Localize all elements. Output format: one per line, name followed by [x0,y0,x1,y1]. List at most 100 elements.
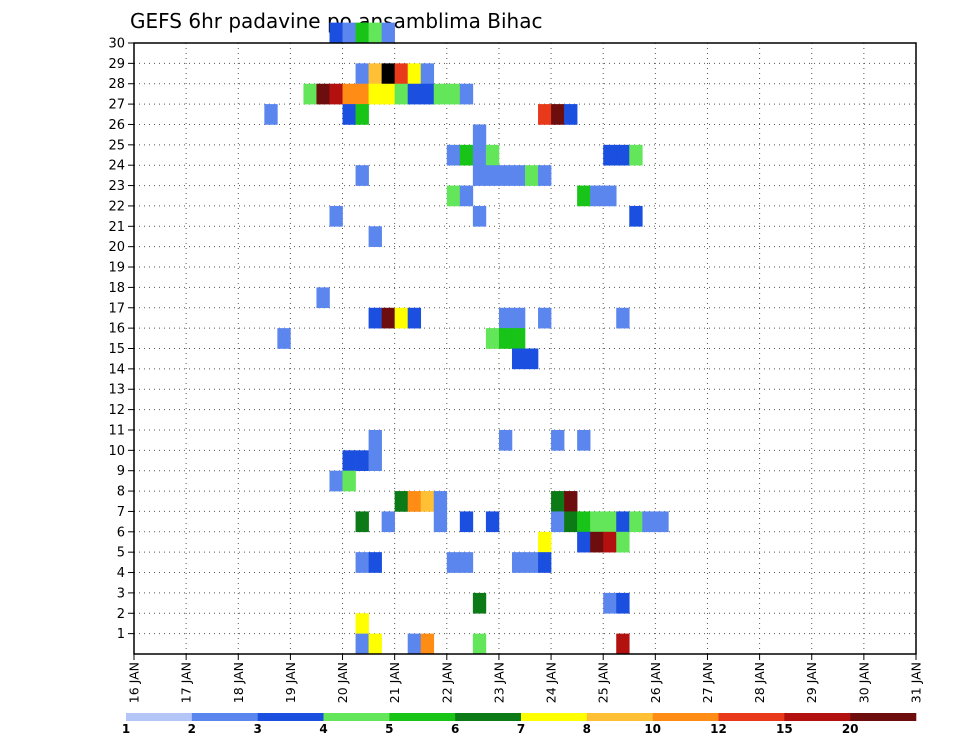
x-tick-label: 16 JAN [127,662,142,703]
y-tick-label: 10 [108,444,125,459]
y-tick-label: 30 [108,37,125,52]
colorbar-segment [126,713,193,721]
colorbar-label: 1 [122,722,130,736]
y-tick-label: 7 [117,505,125,520]
y-tick-label: 23 [108,179,125,194]
heatmap-cell [459,83,474,105]
heatmap-cell [446,83,461,105]
heatmap-cell [277,328,291,349]
y-tick-label: 9 [117,464,125,479]
x-tick-label: 28 JAN [752,662,767,703]
colorbar-label: 3 [253,722,261,736]
heatmap-cell [498,307,513,329]
heatmap-cell [329,83,343,105]
heatmap-cell [355,22,369,44]
colorbar-label: 10 [644,722,661,736]
heatmap-cell [394,307,408,329]
heatmap-cell [368,450,382,471]
heatmap-cell [420,63,435,85]
x-tick-label: 21 JAN [387,662,402,703]
heatmap-cell [577,531,591,553]
heatmap-cell [368,22,382,44]
heatmap-cell [368,307,382,329]
y-tick-label: 25 [108,138,125,153]
heatmap-cell [420,633,435,655]
heatmap-cell [616,592,630,614]
heatmap-cell [355,83,369,105]
heatmap-cell [642,511,656,533]
heatmap-cell [485,165,500,186]
heatmap-cell [394,83,408,105]
y-tick-label: 24 [108,159,125,174]
heatmap-cell [538,307,552,329]
heatmap-cell [472,124,487,146]
heatmap-cell [459,552,474,573]
heatmap-cell [355,450,369,471]
y-tick-label: 26 [108,118,125,133]
heatmap-cell [485,328,500,349]
y-tick-label: 4 [117,566,125,581]
heatmap-cell [355,63,369,85]
colorbar-label: 8 [583,722,591,736]
x-axis: 16 JAN 17 JAN 18 JAN 19 JAN 20 JAN 21 JAN 22 J… [127,654,924,703]
heatmap-cell [433,83,448,105]
heatmap-cell [564,491,578,512]
heatmap-cell [498,328,513,349]
heatmap-cell [511,348,526,370]
y-tick-label: 20 [108,240,125,255]
y-tick-label: 18 [108,281,125,296]
x-tick-label: 20 JAN [335,662,350,703]
heatmap-cell [459,185,474,207]
heatmap-cell [590,511,604,533]
heatmap-cell [355,613,369,634]
heatmap-cell [459,511,474,533]
heatmap-cell [551,491,565,512]
heatmap-cell [472,144,487,166]
heatmap-cell [472,592,487,614]
heatmap-cell [394,63,408,85]
heatmap-cell [355,104,369,125]
colorbar-segment [389,713,456,721]
x-tick-label: 23 JAN [491,662,506,703]
heatmap-cell [616,144,630,166]
heatmap-cell [420,491,435,512]
x-tick-label: 26 JAN [648,662,663,703]
y-tick-label: 11 [108,423,125,438]
x-tick-label: 25 JAN [596,662,611,703]
colorbar-segment [191,713,258,721]
heatmap-cell [551,511,565,533]
heatmap-cell [551,429,565,451]
heatmap-cell [655,511,669,533]
colorbar-segment [257,713,324,721]
heatmap-cell [316,287,330,309]
y-tick-label: 28 [108,77,125,92]
colorbar-label: 20 [842,722,859,736]
x-tick-label: 29 JAN [804,662,819,703]
heatmap-cell [355,552,369,573]
heatmap-cell [564,104,578,125]
heatmap-cell [407,491,422,512]
y-tick-label: 3 [117,586,125,601]
heatmap-cell [433,511,448,533]
y-tick-label: 29 [108,57,125,72]
colorbar-segment [521,713,588,721]
heatmap-cell [511,328,526,349]
heatmap-cell [538,531,552,553]
heatmap-cell [368,633,382,655]
y-tick-label: 22 [108,199,125,214]
heatmap-cell [446,552,461,573]
heatmap-cell [446,185,461,207]
heatmap-cell [459,144,474,166]
heatmap-cell [538,104,552,125]
heatmap-cell [355,165,369,186]
y-tick-label: 1 [117,627,125,642]
heatmap-cell [407,307,422,329]
heatmap-cell [420,83,435,105]
x-tick-label: 19 JAN [283,662,298,703]
heatmap-cell [603,531,617,553]
colorbar-label: 12 [710,722,727,736]
heatmap-cell [355,633,369,655]
heatmap-cell [368,552,382,573]
y-tick-label: 27 [108,98,125,113]
